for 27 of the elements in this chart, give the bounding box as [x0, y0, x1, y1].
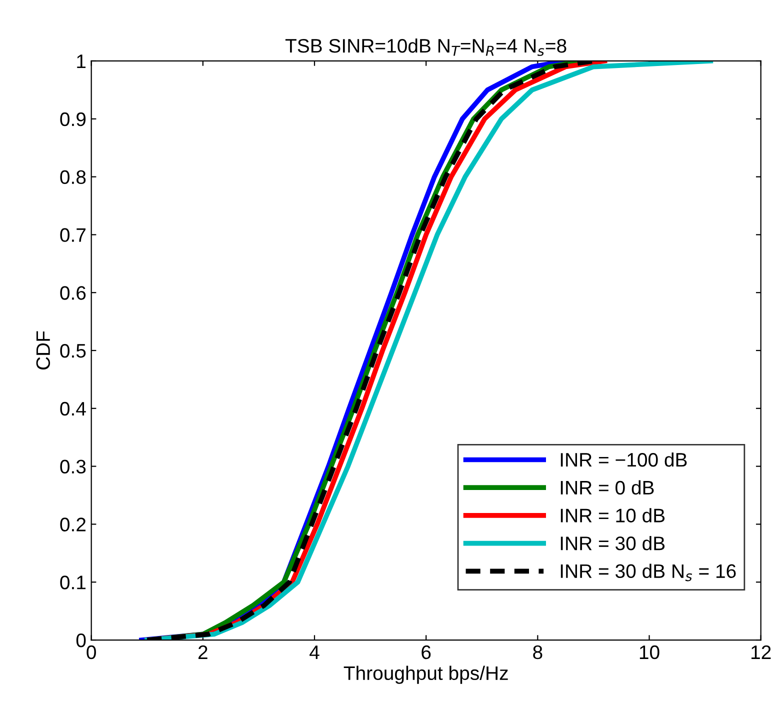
- legend-label: INR = −100 dB: [560, 452, 687, 467]
- y-axis-title: CDF: [36, 331, 50, 370]
- y-tick-label: 0.9: [60, 112, 86, 126]
- legend-label: INR = 0 dB: [560, 480, 654, 495]
- y-tick-label: 0.2: [60, 518, 86, 532]
- y-tick-label: 0.4: [60, 402, 86, 416]
- y-tick-label: 0.3: [60, 460, 86, 474]
- chart-title: TSB SINR=10dB N$_{T}$=N$_{R}$=4 N$_{s}$=8: [285, 38, 566, 56]
- legend-label: INR = 30 dB: [560, 536, 665, 550]
- y-tick-label: 1: [77, 54, 86, 68]
- y-tick-label: 0.6: [60, 286, 86, 300]
- x-tick-label: 6: [422, 645, 431, 660]
- x-tick-label: 2: [198, 645, 208, 659]
- y-tick-label: 0.1: [60, 576, 86, 590]
- legend-label: INR = 10 dB: [560, 508, 665, 522]
- x-axis-title: Throughput bps/Hz: [344, 666, 508, 684]
- y-tick-label: 0.5: [60, 344, 86, 358]
- x-tick-label: 0: [86, 645, 96, 660]
- x-tick-label: 12: [752, 645, 771, 659]
- x-tick-label: 8: [533, 645, 542, 660]
- x-tick-label: 4: [310, 646, 320, 659]
- line-series: [144, 60, 714, 640]
- y-tick-label: 0.7: [60, 228, 86, 242]
- y-tick-label: 0: [76, 633, 86, 648]
- x-tick-label: 10: [640, 645, 660, 660]
- legend-label: INR = 30 dB N$_{s}$ = 16: [560, 564, 736, 582]
- y-tick-label: 0.8: [60, 170, 86, 184]
